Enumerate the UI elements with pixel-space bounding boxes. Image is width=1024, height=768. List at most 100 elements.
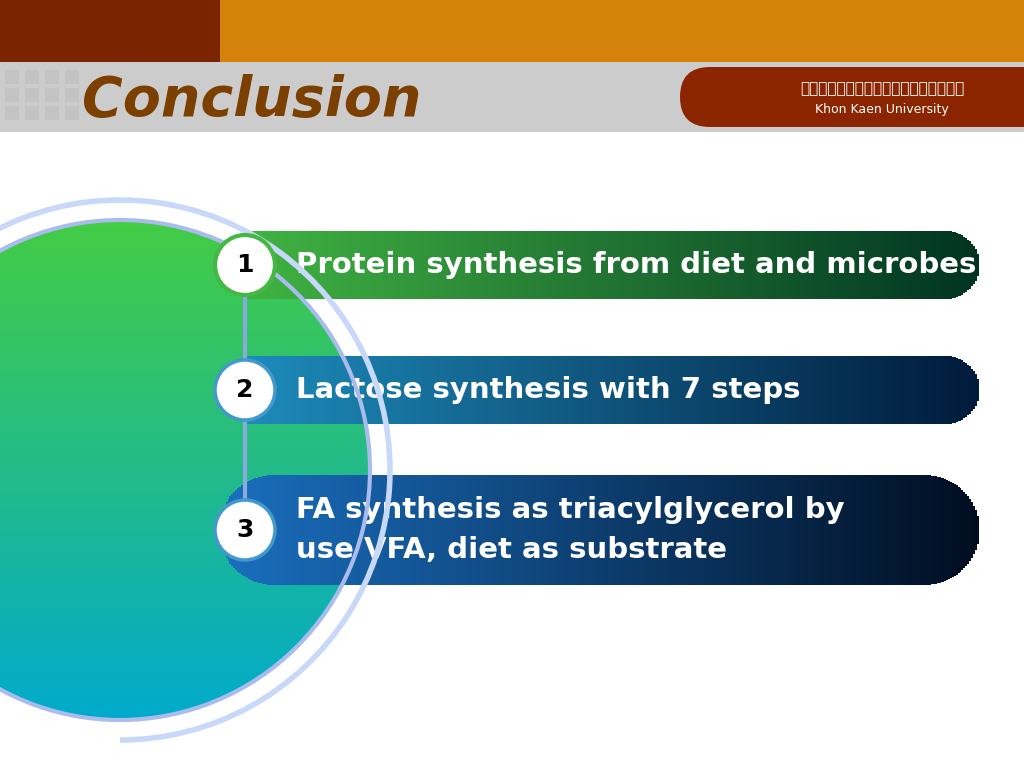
Bar bbox=[0, 678, 257, 680]
Bar bbox=[494, 356, 496, 424]
Bar bbox=[961, 490, 964, 570]
Bar bbox=[412, 475, 414, 585]
Bar bbox=[0, 526, 364, 528]
Bar bbox=[858, 231, 861, 299]
Bar bbox=[750, 356, 753, 424]
Bar bbox=[955, 485, 957, 574]
Bar bbox=[615, 356, 617, 424]
Bar bbox=[391, 231, 393, 299]
Text: use VFA, diet as substrate: use VFA, diet as substrate bbox=[296, 536, 727, 564]
Bar bbox=[893, 475, 895, 585]
Bar bbox=[0, 528, 362, 530]
Bar bbox=[695, 356, 697, 424]
Bar bbox=[702, 475, 705, 585]
Bar bbox=[489, 356, 493, 424]
Bar bbox=[33, 235, 208, 237]
Bar bbox=[380, 231, 382, 299]
Bar bbox=[0, 483, 370, 485]
Bar bbox=[376, 231, 378, 299]
Bar bbox=[318, 475, 322, 585]
Bar bbox=[854, 231, 857, 299]
Bar bbox=[247, 482, 249, 578]
Bar bbox=[0, 641, 301, 644]
Bar bbox=[0, 496, 369, 498]
Bar bbox=[42, 231, 198, 233]
Bar bbox=[423, 356, 426, 424]
Bar bbox=[0, 523, 365, 525]
Bar bbox=[345, 475, 348, 585]
Bar bbox=[864, 356, 866, 424]
Bar bbox=[720, 356, 722, 424]
Bar bbox=[723, 475, 726, 585]
Bar bbox=[249, 481, 251, 579]
Bar bbox=[615, 475, 617, 585]
Bar bbox=[667, 475, 669, 585]
Bar bbox=[433, 231, 435, 299]
Bar bbox=[374, 356, 376, 424]
Bar bbox=[360, 475, 362, 585]
Bar bbox=[307, 475, 309, 585]
Bar bbox=[440, 475, 442, 585]
Bar bbox=[467, 231, 469, 299]
Bar bbox=[349, 475, 351, 585]
Bar bbox=[434, 356, 437, 424]
Bar bbox=[552, 356, 555, 424]
Bar bbox=[378, 231, 380, 299]
Bar bbox=[961, 236, 964, 294]
Bar bbox=[670, 231, 673, 299]
Bar bbox=[0, 448, 369, 450]
Bar bbox=[527, 475, 530, 585]
Bar bbox=[436, 475, 439, 585]
Bar bbox=[0, 326, 326, 329]
Bar bbox=[0, 288, 293, 290]
Bar bbox=[716, 475, 718, 585]
Bar bbox=[918, 356, 920, 424]
Bar bbox=[841, 475, 844, 585]
Bar bbox=[815, 356, 817, 424]
Bar bbox=[809, 475, 811, 585]
Bar bbox=[940, 356, 942, 424]
Bar bbox=[765, 475, 768, 585]
Bar bbox=[341, 356, 344, 424]
Bar bbox=[649, 231, 651, 299]
Bar bbox=[241, 485, 244, 574]
Bar bbox=[367, 475, 369, 585]
Bar bbox=[303, 475, 306, 585]
Bar bbox=[560, 356, 562, 424]
Bar bbox=[311, 475, 313, 585]
Bar bbox=[0, 453, 370, 455]
Bar bbox=[0, 620, 319, 622]
Bar bbox=[826, 231, 828, 299]
Bar bbox=[663, 475, 665, 585]
Bar bbox=[0, 278, 282, 280]
Bar bbox=[573, 231, 575, 299]
Bar bbox=[351, 231, 353, 299]
Bar bbox=[290, 356, 293, 424]
Bar bbox=[456, 475, 458, 585]
Bar bbox=[683, 231, 686, 299]
Bar bbox=[456, 356, 458, 424]
Bar bbox=[660, 231, 664, 299]
Bar bbox=[321, 356, 323, 424]
Bar bbox=[281, 231, 283, 299]
Bar bbox=[906, 356, 908, 424]
Bar bbox=[818, 231, 821, 299]
Bar bbox=[723, 356, 726, 424]
Bar bbox=[494, 231, 496, 299]
Bar bbox=[396, 231, 399, 299]
Bar bbox=[265, 231, 268, 299]
Bar bbox=[963, 492, 966, 568]
Bar bbox=[444, 356, 446, 424]
Bar bbox=[456, 231, 458, 299]
Bar bbox=[0, 258, 254, 260]
Bar bbox=[389, 475, 391, 585]
Bar bbox=[0, 594, 336, 597]
Bar bbox=[461, 231, 464, 299]
Bar bbox=[0, 342, 335, 343]
Bar bbox=[714, 356, 717, 424]
Bar bbox=[281, 356, 283, 424]
Bar bbox=[28, 237, 212, 239]
Bar bbox=[0, 315, 316, 317]
Bar bbox=[0, 513, 366, 515]
Bar bbox=[578, 231, 580, 299]
